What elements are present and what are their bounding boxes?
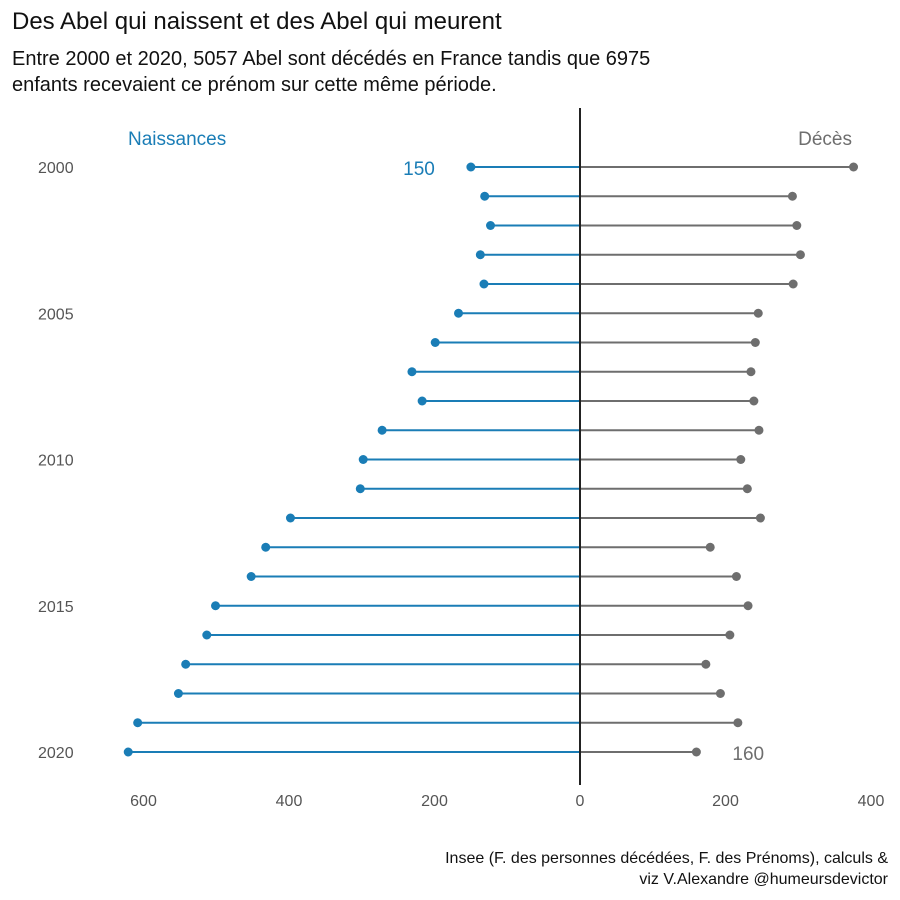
caption-line-2: viz V.Alexandre @humeursdevictor: [639, 871, 888, 888]
year-tick-label: 2000: [38, 160, 74, 177]
naissances-point: [358, 455, 368, 464]
year-tick-label: 2020: [38, 745, 74, 762]
deces-point: [691, 747, 701, 757]
deces-point: [788, 279, 798, 289]
deces-point: [795, 250, 805, 260]
naissances-point: [407, 367, 417, 377]
naissances-point: [181, 659, 191, 669]
subtitle-line-1: Entre 2000 et 2020, 5057 Abel sont décéd…: [12, 48, 651, 70]
subtitle-line-2: enfants recevaient ce prénom sur cette m…: [12, 74, 497, 96]
annotation-naissances-2000: 150: [403, 159, 435, 180]
deces-point: [792, 221, 802, 230]
chart-title: Des Abel qui naissent et des Abel qui me…: [12, 8, 502, 35]
deces-point: [701, 659, 711, 669]
year-tick-label: 2015: [38, 599, 74, 616]
deces-point: [743, 601, 753, 611]
naissances-point: [173, 689, 183, 698]
naissances-point: [480, 191, 490, 201]
deces-point: [705, 542, 715, 552]
x-tick-label: 400: [858, 793, 885, 810]
x-tick-label: 200: [712, 793, 739, 810]
naissances-point: [430, 338, 440, 347]
deces-point: [733, 718, 743, 728]
deces-point: [715, 689, 725, 698]
chart-subtitle: Entre 2000 et 2020, 5057 Abel sont décéd…: [12, 46, 872, 98]
deces-point: [725, 630, 735, 640]
year-tick-label: 2010: [38, 453, 74, 470]
naissances-point: [417, 396, 427, 406]
deces-point: [849, 162, 859, 172]
series-label-deces: Décès: [798, 129, 852, 150]
naissances-point: [133, 718, 143, 728]
naissances-point: [123, 747, 133, 757]
naissances-point: [285, 513, 295, 523]
deces-point: [742, 484, 752, 494]
naissances-point: [246, 572, 256, 581]
deces-point: [731, 572, 741, 581]
naissances-point: [211, 601, 221, 611]
naissances-point: [486, 221, 496, 230]
series-label-naissances: Naissances: [128, 129, 226, 150]
deces-point: [754, 425, 764, 435]
naissances-point: [466, 162, 476, 172]
x-tick-label: 0: [576, 793, 585, 810]
x-tick-label: 200: [421, 793, 448, 810]
naissances-point: [377, 425, 387, 435]
naissances-point: [261, 542, 271, 552]
deces-point: [749, 396, 759, 406]
naissances-point: [454, 308, 464, 318]
deces-point: [736, 455, 746, 464]
source-caption: Insee (F. des personnes décédées, F. des…: [445, 848, 888, 890]
x-tick-label: 600: [130, 793, 157, 810]
deces-point: [753, 308, 763, 318]
naissances-point: [355, 484, 365, 494]
naissances-point: [202, 630, 212, 640]
year-tick-label: 2005: [38, 306, 74, 323]
naissances-point: [475, 250, 485, 260]
naissances-point: [479, 279, 489, 289]
deces-point: [750, 338, 760, 347]
caption-line-1: Insee (F. des personnes décédées, F. des…: [445, 850, 888, 867]
deces-point: [787, 191, 797, 201]
annotation-deces-2020: 160: [732, 744, 764, 765]
deces-point: [746, 367, 756, 377]
deces-point: [755, 513, 765, 523]
x-tick-label: 400: [276, 793, 303, 810]
